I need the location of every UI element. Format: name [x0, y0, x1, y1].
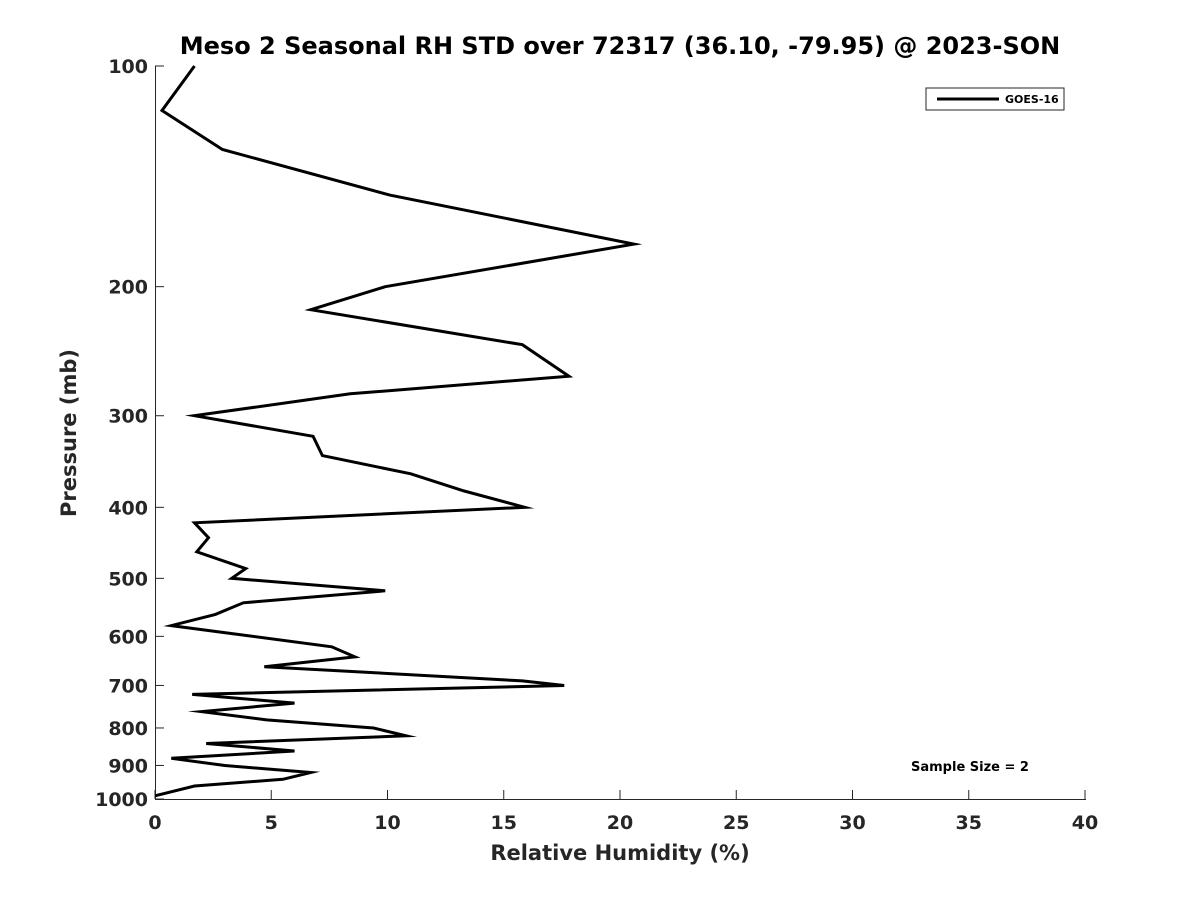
x-tick-label-6: 30	[839, 812, 865, 834]
series-line-goes-16	[154, 65, 643, 798]
x-tick-label-2: 10	[374, 812, 400, 834]
x-tick-label-8: 40	[1072, 812, 1098, 834]
x-ticks: 0 5 10 15 20 25 30 35 40	[148, 790, 1098, 834]
y-tick-label-5: 600	[108, 626, 148, 648]
x-axis-label: Relative Humidity (%)	[490, 841, 749, 865]
series-group	[154, 65, 643, 798]
axes	[155, 66, 1086, 800]
chart-title: Meso 2 Seasonal RH STD over 72317 (36.10…	[180, 32, 1061, 60]
x-tick-label-1: 5	[265, 812, 278, 834]
legend: GOES-16	[925, 87, 1065, 111]
y-tick-label-7: 800	[108, 718, 148, 740]
y-tick-label-2: 300	[108, 406, 148, 428]
y-tick-label-1: 200	[108, 277, 148, 299]
y-tick-label-3: 400	[108, 497, 148, 519]
x-tick-label-3: 15	[491, 812, 517, 834]
x-tick-label-4: 20	[607, 812, 633, 834]
legend-label-goes-16: GOES-16	[1005, 93, 1059, 106]
y-tick-label-4: 500	[108, 568, 148, 590]
y-ticks: 100 200 300 400 500 600 700 800 900 1000	[95, 56, 164, 811]
sample-size-annotation: Sample Size = 2	[911, 760, 1029, 775]
y-tick-label-6: 700	[108, 675, 148, 697]
y-tick-label-9: 1000	[95, 789, 148, 811]
y-tick-label-8: 900	[108, 755, 148, 777]
x-tick-label-7: 35	[956, 812, 982, 834]
x-tick-label-5: 25	[723, 812, 749, 834]
y-tick-label-0: 100	[108, 56, 148, 78]
x-tick-label-0: 0	[148, 812, 161, 834]
y-axis-label: Pressure (mb)	[57, 349, 81, 517]
